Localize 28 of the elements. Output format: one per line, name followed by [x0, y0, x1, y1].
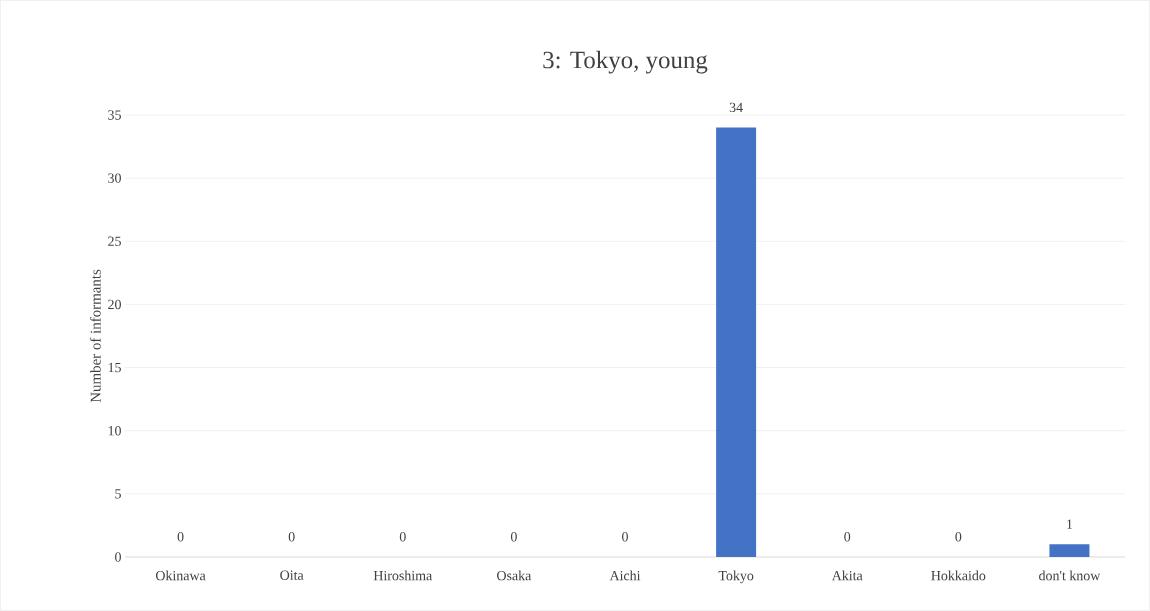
x-tick-label: Aichi	[609, 570, 641, 581]
x-tick-label: Oita	[280, 570, 304, 580]
data-label: 0	[288, 532, 295, 542]
y-tick-label: 35	[108, 110, 121, 120]
data-label: 0	[510, 532, 517, 542]
x-tick-label: Akita	[831, 570, 863, 581]
y-axis-title: Number of informants	[90, 269, 101, 403]
y-tick-label: 5	[115, 489, 121, 499]
x-tick-label: Tokyo	[718, 570, 754, 584]
x-tick-label: don't know	[1039, 570, 1101, 581]
data-label: 1	[1067, 519, 1073, 529]
y-tick-label: 25	[108, 236, 121, 246]
x-tick-label: Hiroshima	[373, 570, 433, 581]
data-label: 34	[729, 102, 743, 113]
y-tick-label: 15	[108, 362, 121, 373]
data-label: 0	[399, 532, 406, 542]
data-label: 0	[622, 532, 628, 542]
y-tick-label: 10	[108, 425, 121, 436]
y-tick-label: 20	[108, 299, 121, 310]
data-label: 0	[844, 532, 851, 542]
data-label: 0	[955, 532, 962, 542]
x-tick-label: Osaka	[497, 570, 532, 581]
data-label: 0	[177, 532, 184, 542]
y-tick-label: 30	[108, 173, 121, 183]
y-tick-label: 0	[115, 552, 121, 562]
x-tick-label: Hokkaido	[931, 570, 986, 581]
chart-title: 3: Tokyo, young	[543, 50, 708, 74]
x-tick-label: Okinawa	[155, 570, 206, 581]
